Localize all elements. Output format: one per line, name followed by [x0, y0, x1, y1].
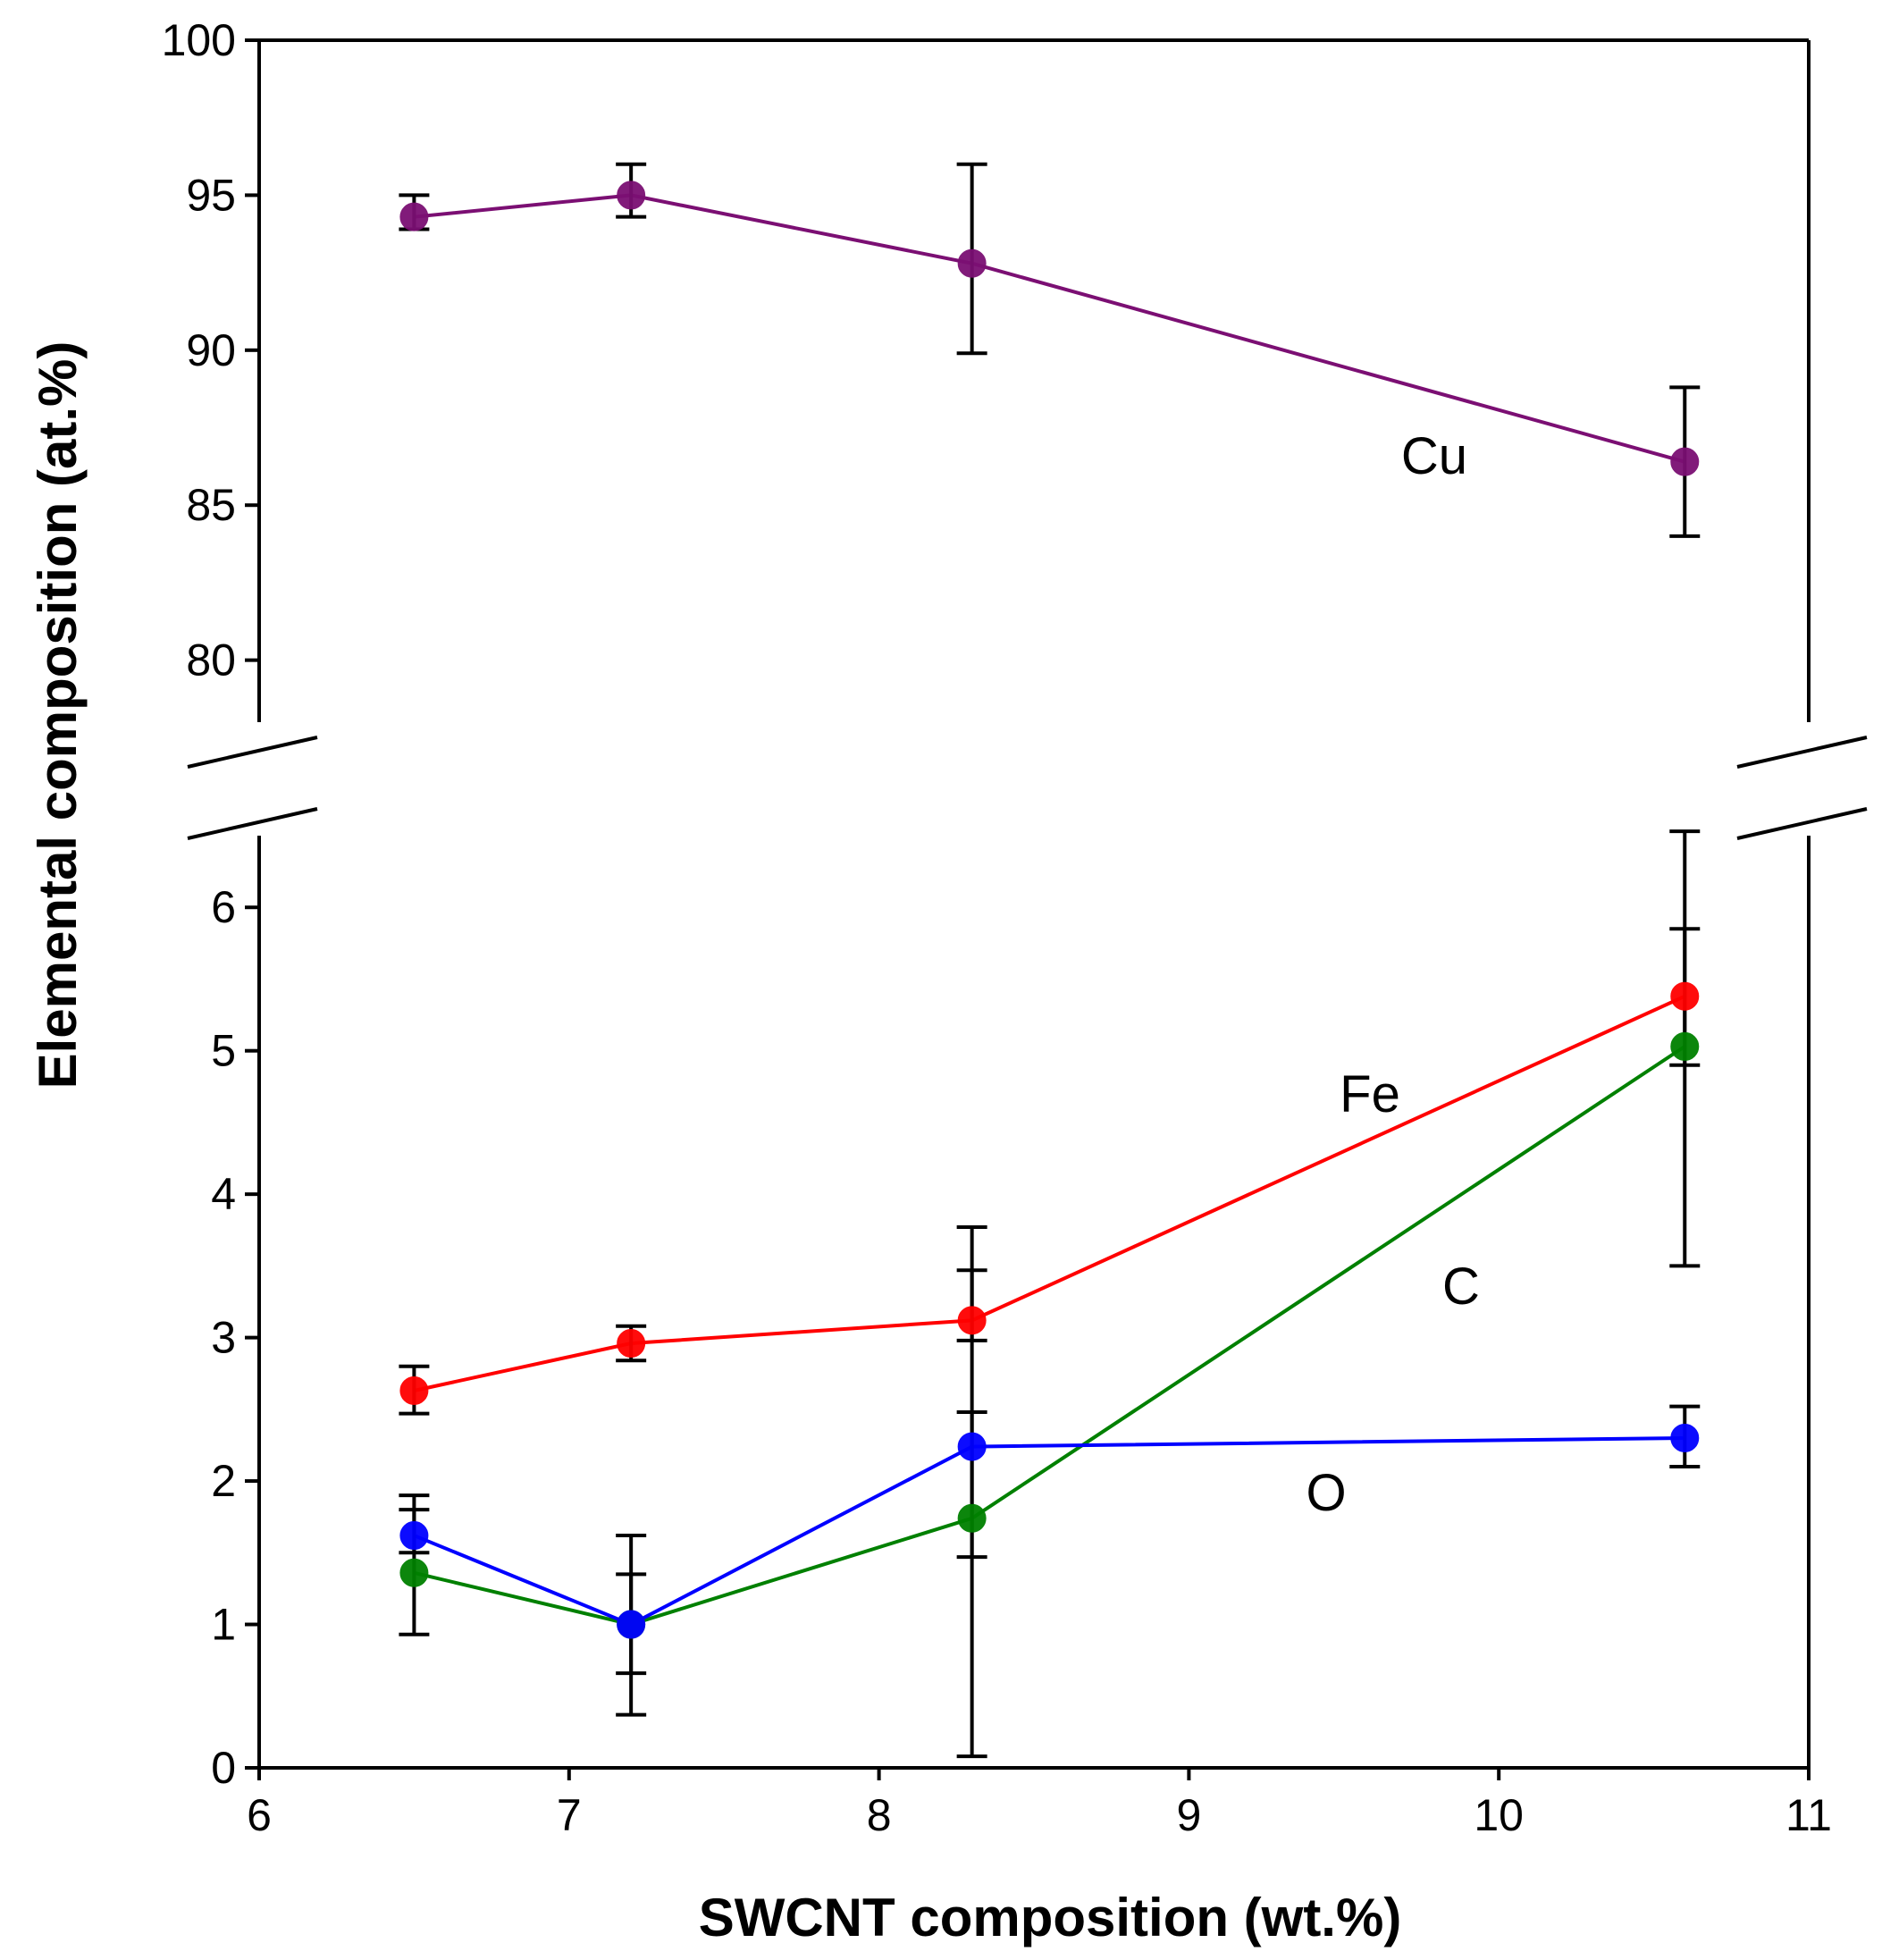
data-marks: Cu Fe C O [399, 162, 1701, 1759]
series-label-cu: Cu [1401, 427, 1467, 485]
y-tick-label: 85 [186, 480, 236, 530]
series-line-c [413, 1045, 1686, 1627]
data-point-o [957, 1432, 987, 1461]
series-line-fe [413, 994, 1686, 1392]
series-label-o: O [1306, 1464, 1346, 1522]
series-line-cu [414, 193, 1685, 464]
y-tick-label: 90 [186, 325, 236, 375]
x-axis-title: SWCNT composition (wt.%) [699, 1888, 1402, 1947]
data-point-cu [399, 202, 429, 231]
y-tick-label: 3 [211, 1313, 236, 1363]
y-tick-label: 95 [186, 170, 236, 220]
x-tick-label: 8 [867, 1790, 892, 1840]
data-point-fe [1670, 981, 1700, 1011]
x-tick-label: 9 [1176, 1790, 1201, 1840]
tick-labels: 6 7 8 9 10 11 80 85 90 95 100 0 1 2 3 4 5 6 [162, 15, 1832, 1840]
series-line-o [413, 1435, 1685, 1627]
series-label-fe: Fe [1340, 1065, 1400, 1123]
data-point-o [617, 1610, 646, 1639]
data-point-o [1670, 1423, 1700, 1452]
y-tick-label: 0 [211, 1743, 236, 1793]
data-point-c [957, 1503, 987, 1533]
data-point-cu [617, 181, 646, 210]
data-point-fe [399, 1375, 429, 1405]
y-tick-label: 80 [186, 635, 236, 686]
data-point-cu [957, 248, 987, 278]
data-point-fe [957, 1306, 987, 1335]
axis-break-mark-left [187, 736, 318, 769]
y-tick-label: 4 [211, 1169, 236, 1219]
y-tick-label: 6 [211, 882, 236, 932]
y-tick-label: 2 [211, 1456, 236, 1506]
data-point-fe [617, 1329, 646, 1359]
x-tick-label: 6 [247, 1790, 272, 1840]
y-tick-label: 1 [211, 1600, 236, 1650]
x-tick-label: 11 [1785, 1790, 1832, 1840]
x-tick-label: 10 [1474, 1790, 1524, 1840]
data-point-o [399, 1521, 429, 1551]
plot-frame [187, 38, 1868, 1770]
y-tick-label: 100 [162, 15, 236, 65]
series-label-c: C [1442, 1258, 1480, 1316]
data-point-c [1670, 1031, 1700, 1061]
axis-break-mark-right [1736, 807, 1868, 840]
data-point-cu [1670, 447, 1700, 476]
axis-break-mark-right [1736, 736, 1868, 769]
y-tick-label: 5 [211, 1026, 236, 1076]
y-axis-title: Elemental composition (at.%) [28, 341, 88, 1089]
x-tick-label: 7 [557, 1790, 582, 1840]
data-point-c [399, 1558, 429, 1587]
axis-break-mark-left [187, 807, 318, 840]
